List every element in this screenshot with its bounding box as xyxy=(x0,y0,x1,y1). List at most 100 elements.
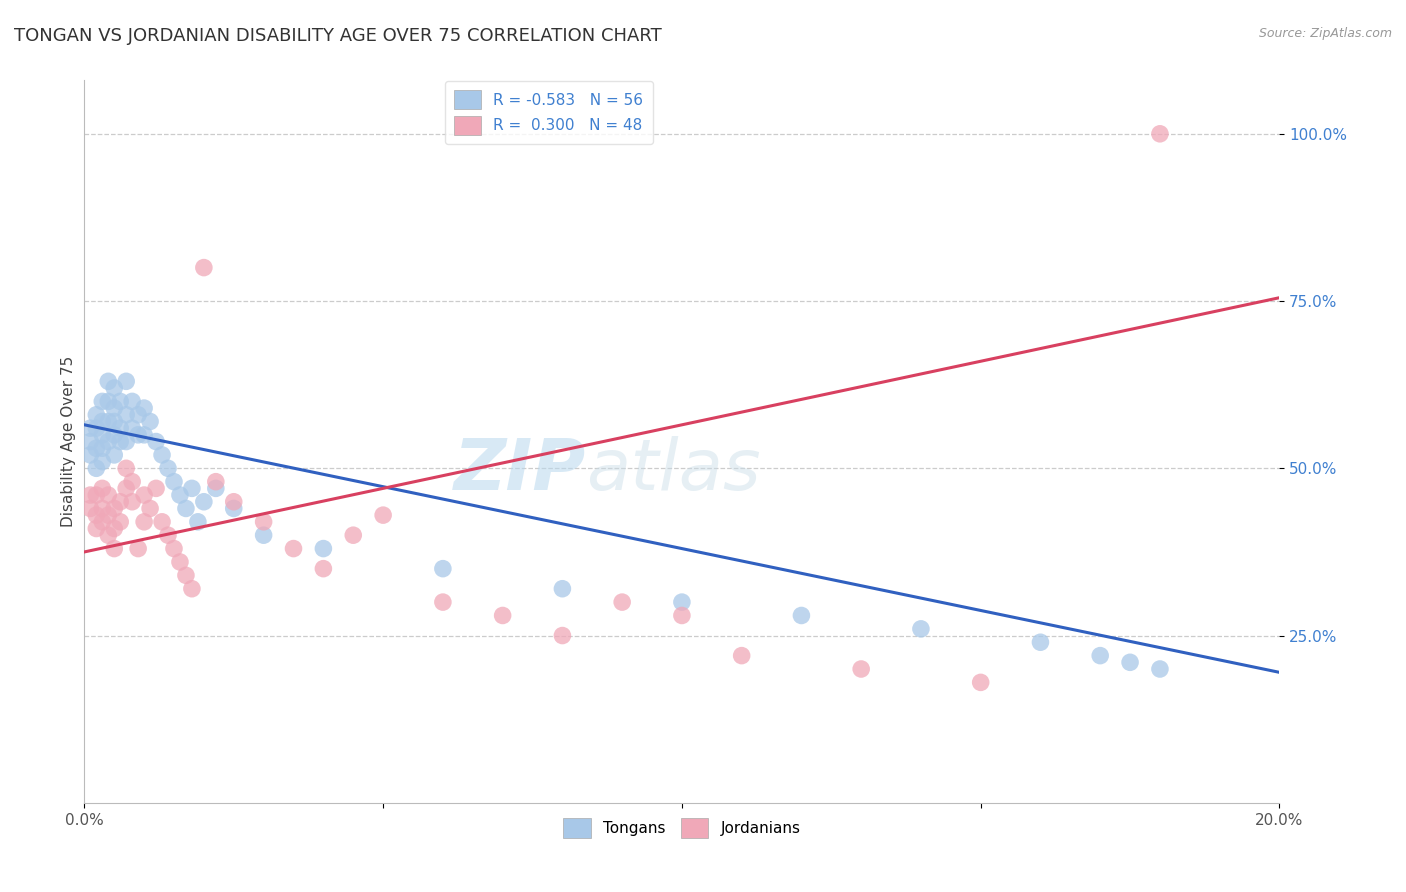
Point xyxy=(79,421,101,435)
Point xyxy=(121,475,143,489)
Text: ZIP: ZIP xyxy=(454,436,586,505)
Point xyxy=(373,508,395,523)
Point xyxy=(86,508,108,523)
Point xyxy=(790,608,813,623)
Point xyxy=(157,528,180,542)
Point xyxy=(851,662,873,676)
Point xyxy=(150,448,173,462)
Point xyxy=(671,595,693,609)
Point xyxy=(253,515,276,529)
Point xyxy=(115,482,138,496)
Point xyxy=(205,482,228,496)
Point xyxy=(731,648,754,663)
Point xyxy=(283,541,305,556)
Text: TONGAN VS JORDANIAN DISABILITY AGE OVER 75 CORRELATION CHART: TONGAN VS JORDANIAN DISABILITY AGE OVER … xyxy=(14,27,662,45)
Point xyxy=(174,501,197,516)
Point xyxy=(432,595,454,609)
Point xyxy=(127,541,149,556)
Point xyxy=(115,375,138,389)
Point xyxy=(121,394,143,409)
Point xyxy=(193,260,215,275)
Point xyxy=(115,408,138,422)
Point xyxy=(222,494,245,508)
Point xyxy=(91,394,114,409)
Point xyxy=(110,494,132,508)
Point xyxy=(1149,127,1171,141)
Point xyxy=(612,595,634,609)
Point xyxy=(551,582,574,596)
Point xyxy=(103,381,125,395)
Point xyxy=(174,568,197,582)
Point xyxy=(432,562,454,576)
Point xyxy=(139,501,162,516)
Point xyxy=(139,414,162,429)
Point xyxy=(86,488,108,502)
Point xyxy=(103,401,125,416)
Point xyxy=(312,541,335,556)
Point xyxy=(910,622,932,636)
Point xyxy=(115,461,138,475)
Point xyxy=(110,421,132,435)
Point xyxy=(115,434,138,449)
Point xyxy=(91,515,114,529)
Point xyxy=(342,528,364,542)
Text: Source: ZipAtlas.com: Source: ZipAtlas.com xyxy=(1258,27,1392,40)
Point xyxy=(91,442,114,455)
Point xyxy=(86,521,108,535)
Point xyxy=(145,482,167,496)
Point xyxy=(91,501,114,516)
Point xyxy=(97,488,120,502)
Point xyxy=(86,408,108,422)
Point xyxy=(312,562,335,576)
Point xyxy=(150,515,173,529)
Point xyxy=(121,421,143,435)
Point xyxy=(163,541,186,556)
Point xyxy=(86,421,108,435)
Point xyxy=(222,501,245,516)
Point xyxy=(110,515,132,529)
Point xyxy=(79,434,101,449)
Point xyxy=(97,394,120,409)
Point xyxy=(103,541,125,556)
Point xyxy=(1029,635,1052,649)
Y-axis label: Disability Age Over 75: Disability Age Over 75 xyxy=(60,356,76,527)
Point xyxy=(103,521,125,535)
Point xyxy=(163,475,186,489)
Point xyxy=(79,501,101,516)
Point xyxy=(121,494,143,508)
Point xyxy=(970,675,993,690)
Point xyxy=(79,488,101,502)
Point xyxy=(253,528,276,542)
Point xyxy=(97,508,120,523)
Point xyxy=(127,408,149,422)
Point xyxy=(132,427,156,442)
Point xyxy=(97,375,120,389)
Point xyxy=(86,461,108,475)
Point xyxy=(671,608,693,623)
Point xyxy=(110,394,132,409)
Point xyxy=(97,528,120,542)
Point xyxy=(132,515,156,529)
Point xyxy=(97,414,120,429)
Point xyxy=(103,501,125,516)
Point xyxy=(169,488,191,502)
Point xyxy=(187,515,209,529)
Point xyxy=(127,427,149,442)
Point xyxy=(181,482,204,496)
Point xyxy=(145,434,167,449)
Point xyxy=(91,482,114,496)
Point xyxy=(103,448,125,462)
Point xyxy=(1119,655,1142,669)
Point xyxy=(110,434,132,449)
Point xyxy=(79,448,101,462)
Point xyxy=(492,608,515,623)
Text: atlas: atlas xyxy=(586,436,761,505)
Point xyxy=(551,628,574,642)
Point xyxy=(91,427,114,442)
Point xyxy=(103,414,125,429)
Point xyxy=(103,427,125,442)
Legend: Tongans, Jordanians: Tongans, Jordanians xyxy=(555,811,808,846)
Point xyxy=(86,442,108,455)
Point xyxy=(205,475,228,489)
Point xyxy=(181,582,204,596)
